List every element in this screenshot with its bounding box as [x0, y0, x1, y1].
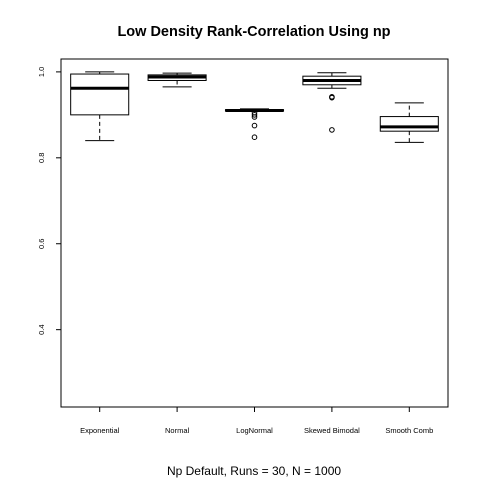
x-axis-label: Np Default, Runs = 30, N = 1000 [167, 464, 341, 478]
boxes [70, 71, 439, 143]
x-tick-label: LogNormal [236, 426, 273, 435]
y-tick-label: 1.0 [37, 67, 46, 77]
outlier-point [251, 134, 258, 140]
box-smooth-comb [379, 102, 439, 143]
box-exponential [70, 71, 130, 142]
y-tick-label: 0.8 [37, 153, 46, 163]
outlier-point [251, 109, 258, 116]
y-axis: 0.4 0.6 0.8 1.0 [37, 67, 62, 335]
y-tick-label: 0.4 [37, 324, 46, 334]
x-tick-label: Smooth Comb [385, 426, 433, 435]
y-tick-label: 0.6 [37, 239, 46, 249]
box-lognormal [224, 108, 285, 140]
chart-title: Low Density Rank-Correlation Using np [117, 24, 390, 40]
outlier-point [329, 127, 335, 133]
x-tick-label: Normal [165, 426, 190, 435]
x-tick-label: Exponential [80, 426, 120, 435]
box-iqr [70, 73, 130, 116]
x-tick-label: Skewed Bimodal [304, 426, 360, 435]
outlier-point [251, 112, 258, 118]
outlier-point [251, 122, 258, 129]
box-skewed-bimodal [302, 72, 362, 133]
x-axis: Exponential Normal LogNormal Skewed Bimodal… [80, 407, 433, 435]
outlier-point [329, 94, 335, 100]
box-iqr [379, 116, 439, 132]
box-normal [147, 72, 207, 88]
